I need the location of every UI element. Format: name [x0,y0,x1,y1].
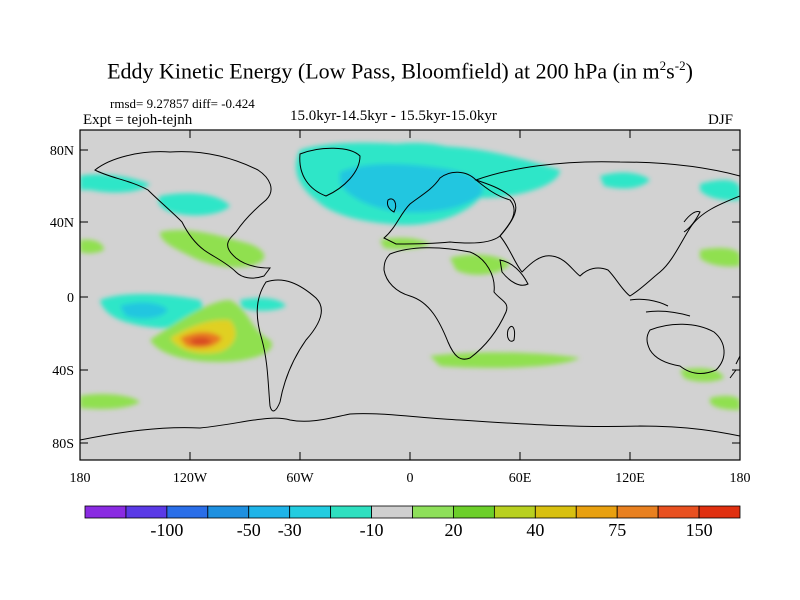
coast-africa [383,247,508,360]
y-axis: 80N 40N 0 40S 80S [50,144,740,452]
anomaly-west-pacific [700,248,740,267]
colorbar-swatch [330,505,372,519]
colorbar-swatch [534,505,577,519]
anomaly-south-atlantic [430,352,580,368]
coast-asia [474,161,740,297]
y-tick-label: 40N [50,216,74,231]
anomaly-pacific-sw [240,298,286,311]
anomaly-north-atlantic-core [340,164,483,213]
anomaly-north-pacific [80,174,150,193]
map-title: Eddy Kinetic Energy (Low Pass, Bloomfiel… [107,58,693,84]
anomaly-east-pacific-core [120,302,168,319]
colorbar-label: 75 [608,520,626,540]
colorbar-label: -50 [237,520,261,540]
colorbar-swatch [248,505,291,519]
coast-europe [383,171,515,245]
coast-north-america [94,151,272,279]
anomaly-south-pacific-max [190,337,212,346]
coast-madagascar [507,325,515,342]
anomaly-fields [80,142,740,410]
experiment-label: Expt = tejoh-tejnh [83,112,193,128]
coast-antarctica [80,413,740,441]
coast-new-zealand [729,355,740,379]
season-label: DJF [708,112,734,128]
colorbar-swatch [125,505,168,519]
colorbar-swatch [453,505,495,519]
colorbar-label: -10 [360,520,384,540]
coast-south-america [256,279,322,412]
coast-greenland [299,147,361,197]
x-tick-label: 180 [730,471,751,486]
x-axis: 180 120W 60W 0 60E 120E 180 [70,130,751,486]
coast-australia [646,323,725,374]
anomaly-southern-ocean-e [710,395,740,410]
colorbar-swatch [698,505,741,519]
colorbar: -100 -50 -30 -10 20 40 75 150 [84,505,741,540]
x-tick-label: 120W [173,471,208,486]
anomaly-west-pacific-n [80,239,104,254]
colorbar-swatch [371,505,413,519]
coast-uk [387,198,397,213]
colorbar-swatch [657,505,700,519]
colorbar-swatch [84,505,127,519]
x-tick-label: 60E [509,471,532,486]
colorbar-swatch [575,505,618,519]
anomaly-gulf-mexico [160,230,265,268]
coast-japan [683,211,701,233]
anomaly-east-pacific-north [700,180,740,201]
anomaly-arctic-top [380,142,456,159]
colorbar-swatch [616,505,659,519]
coast-arabia [499,259,529,286]
colorbar-label: 150 [686,520,713,540]
anomaly-north-pacific-2 [158,193,230,216]
coast-indonesia [629,298,691,317]
map-plot-area [80,130,740,460]
rmsd-text: rmsd= 9.27857 diff= -0.424 [110,96,255,111]
y-tick-label: 80N [50,144,74,159]
colorbar-swatch [412,505,454,519]
period-label: 15.0kyr-14.5kyr - 15.5kyr-15.0kyr [290,108,497,124]
x-tick-label: 60W [286,471,314,486]
colorbar-swatch [166,505,209,519]
y-tick-label: 0 [67,291,74,306]
colorbar-label: 40 [526,520,544,540]
colorbar-label: -100 [150,520,183,540]
x-tick-label: 180 [70,471,91,486]
x-tick-label: 0 [407,471,414,486]
anomaly-asia [600,172,650,189]
colorbar-label: -30 [278,520,302,540]
y-tick-label: 80S [52,437,74,452]
anomaly-southern-ocean-w [80,394,140,410]
y-tick-label: 40S [52,364,74,379]
coastlines [80,147,740,441]
colorbar-label: 20 [444,520,462,540]
x-tick-label: 120E [615,471,645,486]
colorbar-swatch [289,505,332,519]
colorbar-swatch [493,505,536,519]
colorbar-swatch [207,505,250,519]
anomaly-north-africa [450,254,510,275]
